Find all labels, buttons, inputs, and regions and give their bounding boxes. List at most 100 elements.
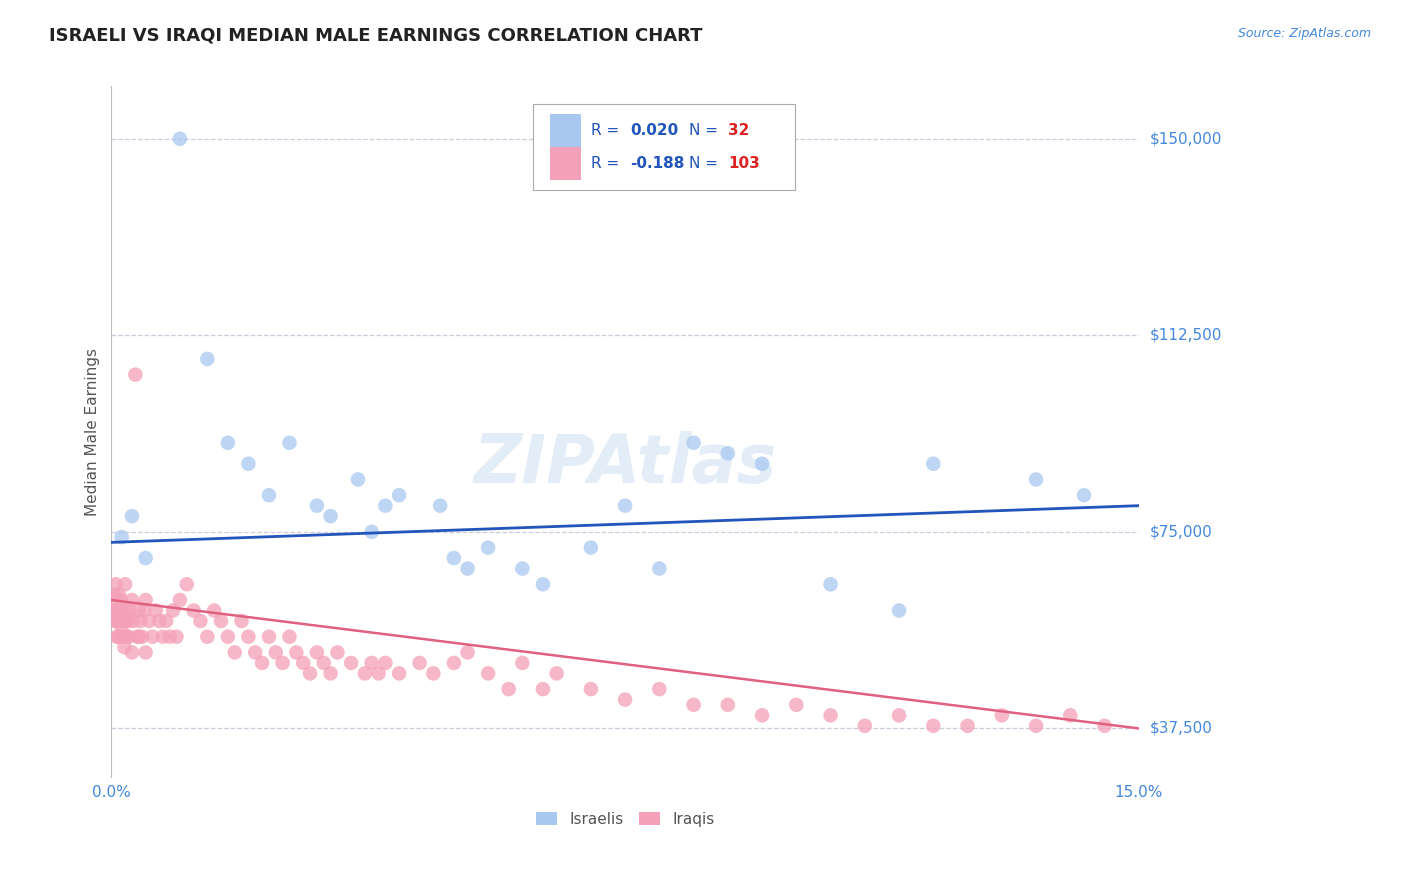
Point <box>111 530 134 544</box>
Y-axis label: Median Male Earnings: Median Male Earnings <box>86 348 100 516</box>
Point <box>443 656 465 670</box>
Point <box>135 593 157 607</box>
Point <box>121 645 143 659</box>
Point <box>531 577 554 591</box>
Point <box>278 435 301 450</box>
Point <box>257 630 280 644</box>
Point <box>250 656 273 670</box>
Text: $112,500: $112,500 <box>1150 328 1222 343</box>
Point <box>922 719 945 733</box>
Point <box>105 614 128 628</box>
Point <box>111 619 134 633</box>
Point <box>104 614 127 628</box>
Point <box>110 614 132 628</box>
Point <box>209 614 232 628</box>
Point <box>312 656 335 670</box>
Point <box>103 588 125 602</box>
Point <box>127 630 149 644</box>
Point <box>107 603 129 617</box>
Point <box>104 577 127 591</box>
Point <box>169 132 191 146</box>
Point <box>121 509 143 524</box>
Point <box>257 488 280 502</box>
Point <box>299 666 322 681</box>
Point <box>1025 473 1047 487</box>
Point <box>183 603 205 617</box>
Point <box>108 630 131 644</box>
Point <box>477 666 499 681</box>
Text: R =: R = <box>591 156 624 170</box>
Point <box>305 645 328 659</box>
Text: $150,000: $150,000 <box>1150 131 1222 146</box>
Point <box>360 656 382 670</box>
Point <box>155 614 177 628</box>
Point <box>135 551 157 566</box>
Point <box>122 614 145 628</box>
Point <box>512 656 534 670</box>
Text: N =: N = <box>689 123 723 138</box>
Point <box>264 645 287 659</box>
Point <box>751 457 773 471</box>
Point <box>991 708 1014 723</box>
Point <box>648 561 671 575</box>
Point <box>114 577 136 591</box>
Text: 32: 32 <box>728 123 749 138</box>
Point <box>498 682 520 697</box>
Point <box>367 666 389 681</box>
Point <box>117 630 139 644</box>
Text: $75,000: $75,000 <box>1150 524 1212 540</box>
Point <box>110 593 132 607</box>
Point <box>408 656 430 670</box>
Point <box>579 682 602 697</box>
Point <box>176 577 198 591</box>
Point <box>238 630 260 644</box>
Point <box>785 698 807 712</box>
Point <box>347 473 370 487</box>
Point <box>159 630 181 644</box>
Point <box>152 630 174 644</box>
Point <box>121 593 143 607</box>
Point <box>190 614 212 628</box>
Legend: Israelis, Iraqis: Israelis, Iraqis <box>530 805 721 833</box>
Point <box>217 630 239 644</box>
Point <box>1094 719 1116 733</box>
Point <box>169 593 191 607</box>
Point <box>131 630 153 644</box>
Point <box>112 614 135 628</box>
Point <box>360 524 382 539</box>
Point <box>887 708 910 723</box>
Text: 0.020: 0.020 <box>630 123 679 138</box>
Text: R =: R = <box>591 123 624 138</box>
Point <box>124 368 146 382</box>
Point <box>388 488 411 502</box>
Point <box>853 719 876 733</box>
Point <box>374 499 396 513</box>
Point <box>166 630 188 644</box>
Point <box>148 614 170 628</box>
Point <box>112 640 135 655</box>
Point <box>305 499 328 513</box>
Point <box>224 645 246 659</box>
Point <box>202 603 225 617</box>
Point <box>717 698 740 712</box>
Point <box>292 656 315 670</box>
Point <box>457 561 479 575</box>
Point <box>107 614 129 628</box>
Text: -0.188: -0.188 <box>630 156 685 170</box>
Point <box>101 593 124 607</box>
Point <box>614 692 637 706</box>
Point <box>134 603 156 617</box>
Text: 103: 103 <box>728 156 759 170</box>
Point <box>117 614 139 628</box>
Point <box>374 656 396 670</box>
Point <box>231 614 253 628</box>
Point <box>717 446 740 460</box>
Point <box>129 614 152 628</box>
Point <box>128 603 150 617</box>
Point <box>512 561 534 575</box>
Point <box>429 499 451 513</box>
Point <box>245 645 267 659</box>
Point <box>112 630 135 644</box>
Point <box>135 645 157 659</box>
Point <box>145 603 167 617</box>
